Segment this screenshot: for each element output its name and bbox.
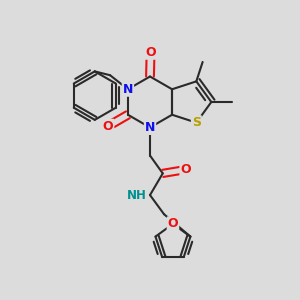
Text: N: N bbox=[123, 83, 133, 96]
Text: NH: NH bbox=[127, 189, 147, 202]
Text: N: N bbox=[145, 121, 155, 134]
Text: O: O bbox=[103, 120, 113, 133]
Text: O: O bbox=[180, 163, 191, 176]
Text: O: O bbox=[168, 218, 178, 230]
Text: S: S bbox=[192, 116, 201, 129]
Text: O: O bbox=[145, 46, 156, 59]
